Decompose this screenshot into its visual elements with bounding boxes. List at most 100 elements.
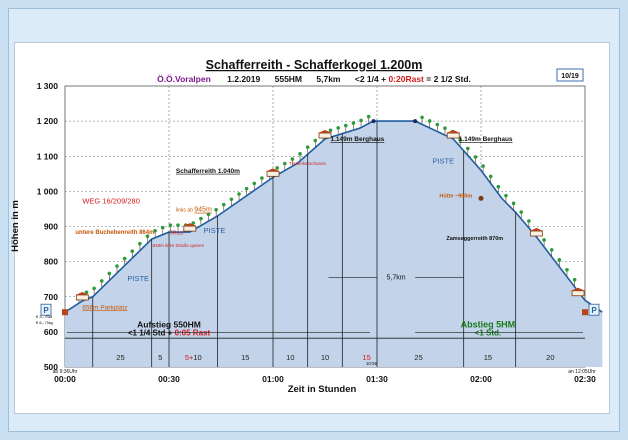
x-tick-label: 00:30 <box>158 374 180 384</box>
parking-sign: P <box>591 306 597 315</box>
house-icon <box>75 294 89 301</box>
tree-crown <box>565 267 569 272</box>
tree-crown <box>336 126 340 130</box>
parking-sign-box <box>40 303 52 316</box>
tree-crown <box>176 223 180 227</box>
tree-crown <box>221 202 226 207</box>
tuerkenkarschanze-label: Türkenkarschanze <box>289 161 327 166</box>
segment-rest-part: 5+ <box>185 353 194 362</box>
huette-marker <box>478 195 484 201</box>
tree-crown <box>313 138 318 143</box>
weg-label: WEG 16/209/280 <box>82 196 140 205</box>
segment-time-label: 15 <box>484 353 492 362</box>
end-marker <box>582 309 588 316</box>
tree-crown <box>92 286 96 291</box>
profile-fill <box>65 121 603 367</box>
x-tick-label: 02:30 <box>574 374 596 384</box>
tree-crown <box>351 121 356 125</box>
tree-crown <box>305 145 310 149</box>
tree-crown <box>160 225 165 230</box>
x-axis-title: Zeit in Stunden <box>288 384 357 395</box>
segment-time-label: 5 <box>158 353 162 362</box>
y-tick-label: 900 <box>44 222 58 232</box>
segment-time-label: 25 <box>116 353 124 362</box>
zamsegg-label: Zamseggerreith 870m <box>446 236 503 242</box>
tree-crown <box>244 186 249 191</box>
y-tick-label: 1 300 <box>37 81 59 91</box>
tree-crown <box>527 219 531 223</box>
tree-crown <box>466 146 470 151</box>
segment-time-label: 15 <box>241 353 249 362</box>
parking-fee: € 6,- /Tag <box>36 320 53 325</box>
subtitle-time-prefix: <2 1/4 + <box>355 74 389 84</box>
tree-crown <box>344 123 348 128</box>
start-time-label: ab 9:36Uhr <box>53 369 78 375</box>
tree-crown <box>328 128 333 133</box>
tree-crown <box>130 249 135 253</box>
y-tick-label: 1 200 <box>37 116 59 126</box>
segment-time-label: 10 <box>286 353 294 362</box>
schafferreith-label: Schafferreith 1.040m <box>176 168 240 175</box>
tree-crown <box>519 210 524 214</box>
tree-crown <box>481 164 485 168</box>
y-axis-title: Höhen in m <box>10 200 21 252</box>
summit-point <box>371 119 376 124</box>
tree-crown <box>443 126 447 130</box>
tree-crown <box>473 155 478 159</box>
tree-crown <box>511 201 516 206</box>
links-ab-altitude: 945m <box>194 207 212 214</box>
ascent-title: Aufstieg 550HM <box>137 320 201 330</box>
summit-point <box>413 119 418 124</box>
parking-fee: € 3,- /Std <box>36 314 52 319</box>
subtitle-region: Ö.Ö.Voralpen <box>157 74 211 84</box>
segment-time-label: 25 <box>414 353 422 362</box>
descent-title: Abstieg 5HM <box>461 320 516 330</box>
house-icon-roof <box>266 168 280 172</box>
annotations: 25 5 5+10 15 10 10 15 25 15 20P P€ 3,- /Std€ 6,- /… <box>36 130 600 366</box>
tree-crown <box>168 223 173 227</box>
tree-crown <box>206 212 211 217</box>
tree-crown <box>420 115 424 120</box>
segment-time-label: 5+10 <box>185 353 202 362</box>
huette-label: Hütte ~980m <box>439 193 472 199</box>
tree-crown <box>252 181 257 186</box>
tree-crown <box>99 279 104 283</box>
chart-title: Schafferreith - Schafferkogel 1.200m <box>206 58 423 72</box>
x-tick-label: 01:30 <box>366 374 388 384</box>
junction-label: 848m links Straße queren <box>153 243 205 248</box>
segment-time-label: 10 <box>321 353 329 362</box>
house-icon-roof <box>75 291 90 295</box>
profile-line <box>64 120 603 313</box>
piste-label-left: PISTE <box>127 274 149 283</box>
y-tick-label: 500 <box>44 362 58 372</box>
tree-crown <box>557 258 562 262</box>
buchebenreith-label: untere Buchebenreith 864m <box>75 230 154 236</box>
segment-walk-part: 10 <box>193 353 201 362</box>
tree-crown <box>549 248 554 252</box>
house-icon-roof <box>318 130 332 134</box>
subtitle-total: = 2 1/2 Std. <box>426 74 471 84</box>
tree-crown <box>107 271 112 276</box>
x-tick-label: 00:00 <box>54 374 76 384</box>
tree-crown <box>275 166 279 170</box>
y-tick-label: 600 <box>44 327 58 337</box>
tree-crown <box>435 122 440 127</box>
tree-crown <box>298 152 302 156</box>
start-marker <box>62 309 68 316</box>
tree-crown <box>214 207 218 212</box>
tree-crown <box>84 290 89 295</box>
tree-crown <box>458 138 463 142</box>
subtitle-distance: 5,7km <box>316 74 341 84</box>
tree-crown <box>153 228 157 233</box>
tree-crown <box>504 193 508 198</box>
house-icon <box>266 170 280 177</box>
tree-crown <box>496 184 501 189</box>
tree-crown <box>229 197 234 202</box>
tree-crown <box>237 192 241 196</box>
house-icon <box>530 230 543 237</box>
house-icon <box>183 225 197 232</box>
house-icon <box>571 290 585 297</box>
y-tick-label: 1 100 <box>37 151 59 161</box>
tree-crown <box>138 241 142 246</box>
